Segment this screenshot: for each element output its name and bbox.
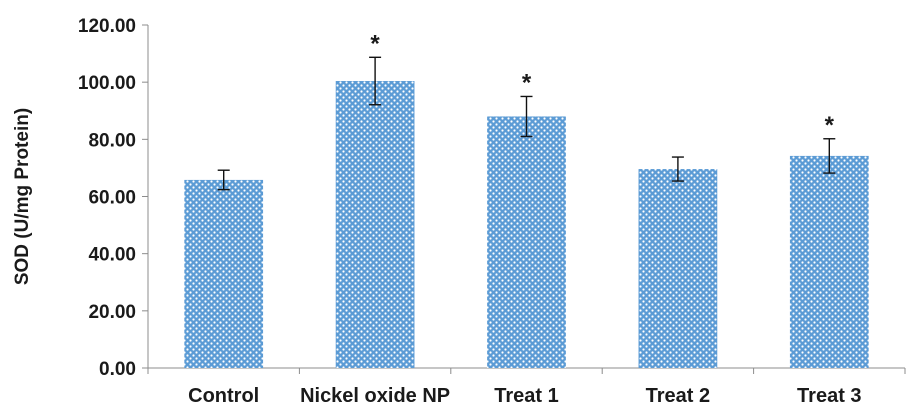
x-tick-label: Treat 1 — [494, 385, 558, 407]
y-tick-label: 20.00 — [88, 302, 136, 323]
y-tick-label: 120.00 — [78, 16, 136, 37]
error-bar — [823, 138, 836, 174]
bars: * * * — [184, 30, 869, 369]
x-tick-label: Treat 3 — [797, 385, 861, 407]
x-axis: Control Nickel oxide NP Treat 1 Treat 2 Trea… — [147, 367, 906, 407]
bar — [487, 116, 566, 368]
y-axis: 0.00 20.00 40.00 60.00 80.00 100.00 120.00 — [78, 16, 149, 380]
x-tick-label: Nickel oxide NP — [300, 385, 450, 407]
y-tick-label: 60.00 — [88, 188, 136, 209]
bar — [335, 81, 415, 369]
x-tick-label: Treat 2 — [646, 385, 710, 407]
bar — [184, 179, 264, 368]
x-tick-label: Control — [188, 385, 259, 407]
y-tick-label: 100.00 — [78, 73, 136, 94]
bar — [638, 169, 718, 368]
error-bar — [520, 95, 533, 138]
error-bar — [671, 156, 684, 182]
y-axis-label: SOD (U/mg Protein) — [12, 108, 33, 285]
y-tick-label: 80.00 — [88, 130, 136, 151]
significance-marker: * — [370, 30, 380, 57]
error-bar — [217, 169, 230, 191]
bar — [789, 155, 869, 368]
significance-marker: * — [825, 112, 835, 139]
y-tick-label: 0.00 — [99, 359, 136, 380]
error-bar — [369, 56, 382, 106]
y-tick-label: 40.00 — [88, 245, 136, 266]
significance-marker: * — [522, 69, 532, 96]
